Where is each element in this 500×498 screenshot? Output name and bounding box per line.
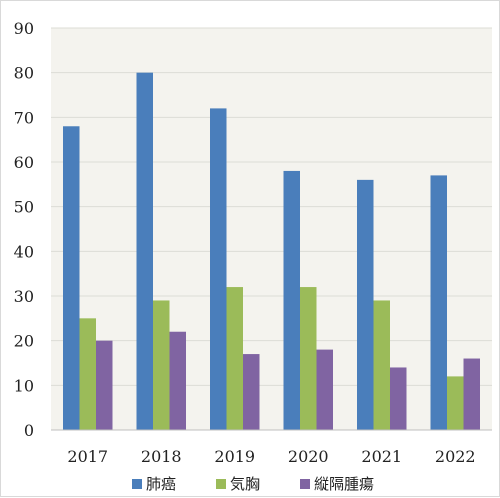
legend-swatch: [132, 479, 142, 489]
bar-2020-2: [300, 287, 317, 430]
bar-2018-1: [136, 72, 153, 431]
bar-2020-3: [316, 349, 333, 430]
y-tick-label: 50: [14, 198, 34, 217]
y-tick-label: 20: [14, 332, 34, 351]
bar-2017-3: [96, 340, 113, 430]
bar-2019-3: [243, 354, 260, 430]
x-tick-label: 2020: [288, 447, 329, 466]
x-tick-label: 2019: [214, 447, 255, 466]
y-tick-label: 0: [24, 421, 34, 440]
bar-2019-1: [210, 108, 227, 431]
gridlines: [51, 27, 492, 386]
legend-swatch: [216, 479, 226, 489]
y-axis: 0 10 20 30 40 50 60 70 80 90: [14, 19, 34, 440]
bar-2022-2: [447, 376, 464, 430]
bar-2020-1: [283, 170, 300, 430]
y-tick-label: 30: [14, 287, 34, 306]
bar-2021-3: [390, 367, 407, 430]
x-tick-label: 2017: [67, 447, 108, 466]
legend-label: 気胸: [230, 475, 260, 493]
x-axis: 2017 2018 2019 2020 2021 2022: [67, 447, 475, 466]
legend: 肺癌 気胸 縦隔腫瘍: [132, 475, 374, 493]
legend-label: 肺癌: [146, 475, 176, 493]
bar-2017-2: [79, 318, 96, 430]
y-tick-label: 70: [14, 108, 34, 127]
x-tick-label: 2018: [141, 447, 182, 466]
bar-2021-2: [373, 300, 390, 430]
x-tick-label: 2022: [435, 447, 476, 466]
y-tick-label: 60: [14, 153, 34, 172]
y-tick-label: 80: [14, 64, 34, 83]
plot-area: [51, 28, 492, 430]
bar-2019-2: [226, 287, 243, 430]
bar-2017-1: [63, 126, 80, 431]
bars: [63, 72, 480, 431]
x-tick-label: 2021: [361, 447, 402, 466]
bar-2022-3: [463, 358, 480, 430]
y-tick-label: 10: [14, 376, 34, 395]
bar-2022-1: [430, 175, 447, 430]
bar-2018-2: [153, 300, 170, 430]
bar-2018-3: [169, 331, 186, 430]
y-tick-label: 40: [14, 242, 34, 261]
y-tick-label: 90: [14, 19, 34, 38]
bar-2021-1: [357, 179, 374, 430]
legend-swatch: [300, 479, 310, 489]
legend-label: 縦隔腫瘍: [314, 475, 374, 493]
